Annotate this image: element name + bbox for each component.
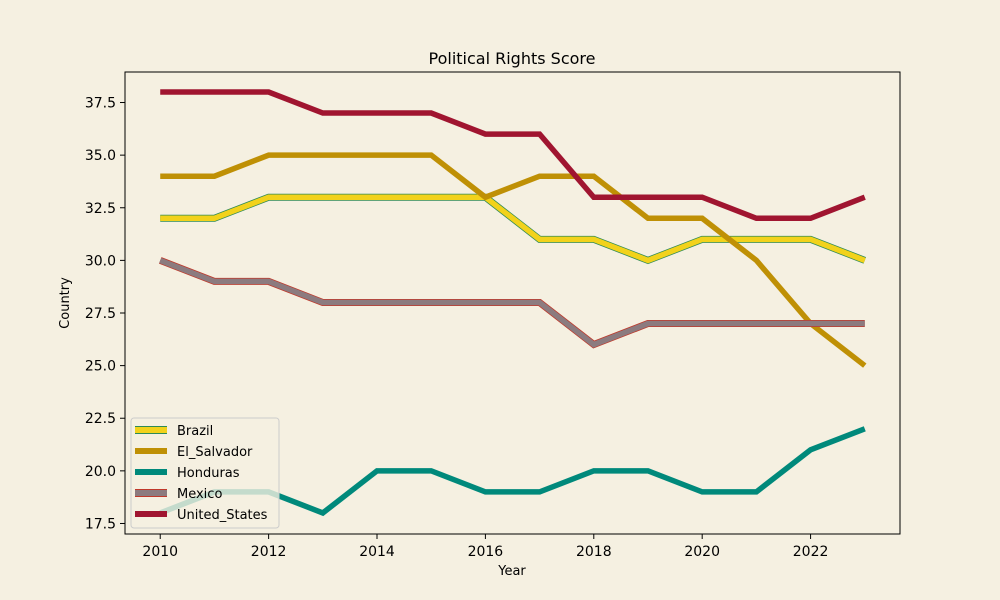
legend-item: Mexico xyxy=(135,487,222,502)
y-tick-label: 37.5 xyxy=(85,96,116,112)
series-line xyxy=(159,257,865,348)
legend-item: Honduras xyxy=(135,466,240,481)
legend-label: Brazil xyxy=(177,424,213,439)
y-tick-label: 35.0 xyxy=(85,148,116,164)
legend-label: Honduras xyxy=(177,466,240,481)
x-tick-label: 2022 xyxy=(793,544,829,560)
series-el-salvador xyxy=(160,152,867,368)
series-line xyxy=(160,89,866,222)
series-brazil xyxy=(160,193,867,265)
legend-item: United_States xyxy=(135,508,268,523)
chart-title: Political Rights Score xyxy=(429,49,596,68)
series-mexico xyxy=(158,257,865,349)
y-tick-label: 25.0 xyxy=(85,359,116,375)
y-tick-label: 32.5 xyxy=(85,201,116,217)
legend-item: El_Salvador xyxy=(135,445,253,460)
legend-box xyxy=(130,417,280,529)
x-tick-label: 2018 xyxy=(576,544,612,560)
y-tick-label: 27.5 xyxy=(85,306,116,322)
y-tick-label: 30.0 xyxy=(85,253,116,269)
y-tick-label: 20.0 xyxy=(85,464,116,480)
legend: Brazil El_Salvador Honduras Mexico United_St… xyxy=(130,417,280,529)
x-axis-label: Year xyxy=(497,564,526,579)
series-line xyxy=(160,194,866,264)
y-tick-label: 17.5 xyxy=(85,516,116,532)
x-tick-label: 2020 xyxy=(684,544,720,560)
x-tick-label: 2010 xyxy=(142,544,178,560)
x-tick-label: 2012 xyxy=(251,544,287,560)
legend-label: Mexico xyxy=(177,487,222,502)
x-tick-label: 2016 xyxy=(468,544,504,560)
x-axis: 2010 2012 2014 2016 2018 2020 2022 xyxy=(142,534,828,560)
legend-label: United_States xyxy=(177,508,268,523)
series-united-states xyxy=(160,89,866,222)
x-tick-label: 2014 xyxy=(359,544,395,560)
y-axis-label: Country xyxy=(58,277,73,329)
legend-label: El_Salvador xyxy=(177,445,253,460)
y-tick-label: 22.5 xyxy=(85,411,116,427)
y-axis: 17.5 20.0 22.5 25.0 27.5 30.0 32.5 35.0 37.5 xyxy=(85,96,125,532)
series-layer xyxy=(158,89,867,517)
series-line xyxy=(160,152,867,368)
legend-item: Brazil xyxy=(135,424,213,439)
